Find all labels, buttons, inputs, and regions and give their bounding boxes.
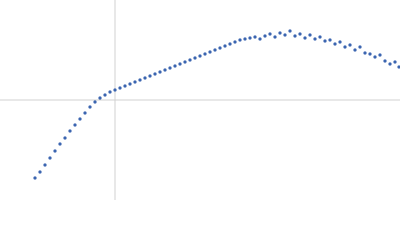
point (278, 31, 282, 35)
point (128, 82, 132, 86)
point (178, 62, 182, 66)
point (388, 62, 392, 66)
point (248, 36, 252, 40)
point (318, 35, 322, 39)
point (78, 117, 82, 121)
point (343, 45, 347, 49)
point (83, 111, 87, 115)
point (333, 42, 337, 46)
point (328, 38, 332, 42)
point (298, 32, 302, 36)
point (358, 45, 362, 49)
point (143, 76, 147, 80)
point (397, 65, 400, 69)
point (203, 52, 207, 56)
point (193, 56, 197, 60)
point (218, 46, 222, 50)
point (213, 48, 217, 52)
point (163, 68, 167, 72)
point (258, 37, 262, 41)
point (273, 35, 277, 39)
point (323, 39, 327, 43)
point (123, 84, 127, 88)
point (363, 51, 367, 55)
point (303, 36, 307, 40)
point (153, 72, 157, 76)
point (73, 123, 77, 127)
point (168, 66, 172, 70)
point (393, 60, 397, 64)
point (253, 35, 257, 39)
point (288, 29, 292, 33)
point (53, 149, 57, 153)
point (183, 60, 187, 64)
point (33, 176, 37, 180)
point (103, 93, 107, 97)
point (68, 129, 72, 133)
point (158, 70, 162, 74)
point (293, 34, 297, 38)
point (238, 38, 242, 42)
point (58, 142, 62, 146)
point (98, 96, 102, 100)
point (338, 40, 342, 44)
point (38, 170, 42, 174)
point (63, 136, 67, 140)
point (173, 64, 177, 68)
point (113, 88, 117, 92)
point (88, 105, 92, 109)
point (223, 44, 227, 48)
point (268, 32, 272, 36)
point (368, 52, 372, 56)
point (198, 54, 202, 58)
point (108, 90, 112, 94)
point (48, 156, 52, 160)
point (263, 34, 267, 38)
point (308, 33, 312, 37)
point (378, 53, 382, 57)
point (373, 55, 377, 59)
chart (0, 0, 400, 200)
point (208, 50, 212, 54)
point (233, 40, 237, 44)
point (228, 42, 232, 46)
point (148, 74, 152, 78)
point (243, 37, 247, 41)
point (283, 33, 287, 37)
point (353, 48, 357, 52)
point (138, 78, 142, 82)
point (313, 37, 317, 41)
point (133, 80, 137, 84)
point (188, 58, 192, 62)
point (118, 86, 122, 90)
point (383, 59, 387, 63)
point (348, 43, 352, 47)
point (93, 100, 97, 104)
point (43, 163, 47, 167)
